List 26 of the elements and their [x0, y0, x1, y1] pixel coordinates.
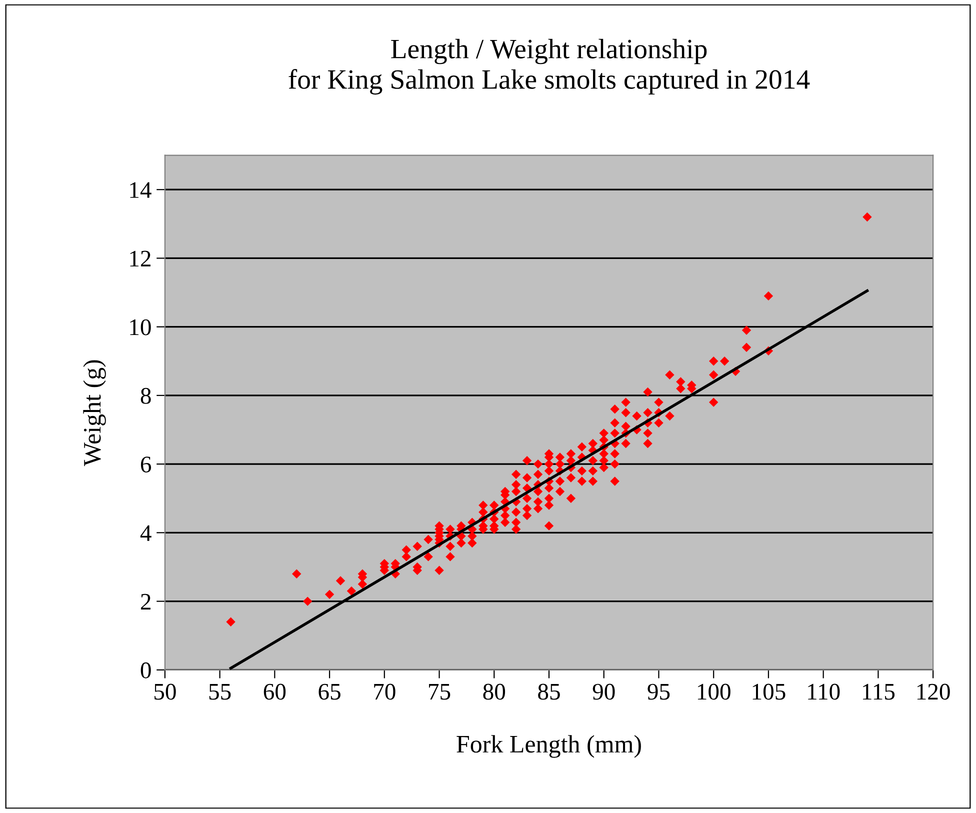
- x-tick-label: 90: [592, 684, 615, 700]
- x-tick-label: 95: [648, 684, 670, 700]
- x-tick-label: 110: [808, 684, 840, 700]
- x-tick-label: 115: [863, 684, 895, 700]
- x-tick-label: 80: [483, 684, 506, 700]
- y-tick-label: 4: [140, 525, 152, 541]
- x-tick-label: 60: [264, 684, 286, 700]
- y-tick-label: 2: [140, 594, 150, 610]
- y-tick-label: 12: [130, 250, 150, 266]
- y-tick-label: 14: [130, 182, 152, 198]
- y-tick-label: 0: [140, 662, 151, 678]
- y-tick-label: 10: [130, 319, 151, 336]
- x-tick-label: 100: [698, 684, 730, 700]
- x-tick-label: 50: [154, 684, 176, 700]
- x-axis-title: Fork Length (mm): [456, 735, 641, 758]
- x-tick-label: 75: [429, 684, 450, 700]
- x-tick-label: 105: [752, 684, 786, 700]
- y-tick-label: 6: [140, 456, 152, 472]
- x-tick-label: 120: [917, 684, 950, 700]
- x-tick-label: 55: [209, 684, 231, 700]
- y-axis-title: Weight (g): [83, 360, 106, 466]
- chart-title: Length / Weight relationship for King Salmon Lake smolts captured in 2014: [288, 38, 810, 95]
- y-tick-label: 8: [140, 388, 151, 404]
- x-tick-label: 65: [318, 684, 340, 700]
- x-tick-label: 85: [538, 684, 560, 700]
- x-tick-label: 70: [374, 684, 396, 700]
